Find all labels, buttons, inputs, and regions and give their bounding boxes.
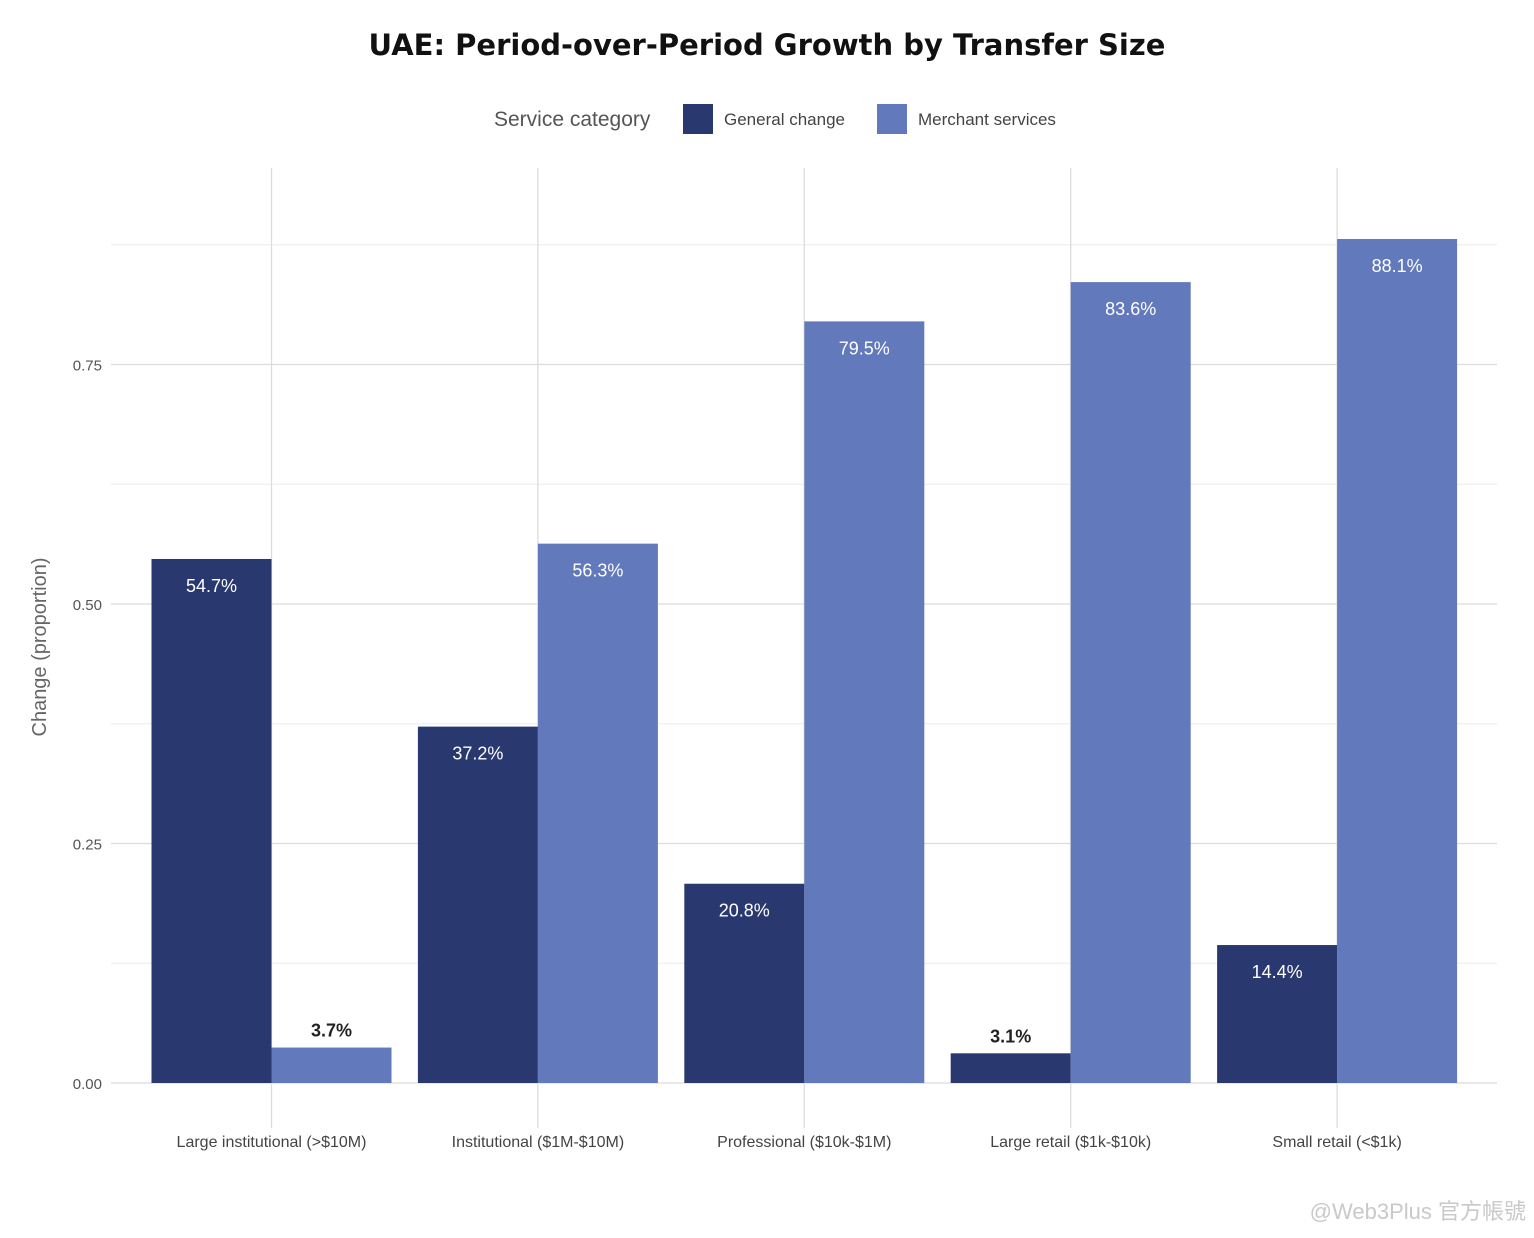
y-tick-label: 0.75 bbox=[73, 358, 102, 375]
bar-value-label: 88.1% bbox=[1372, 256, 1423, 276]
x-tick-label: Large institutional (>$10M) bbox=[177, 1134, 367, 1151]
y-tick-label: 0.00 bbox=[73, 1076, 102, 1093]
y-axis-label: Change (proportion) bbox=[29, 558, 51, 737]
bar-merchant-services bbox=[804, 321, 925, 1083]
legend-swatch-merchant-services bbox=[877, 104, 907, 134]
bar-general-change bbox=[1217, 945, 1338, 1083]
legend-label-general-change: General change bbox=[724, 110, 845, 129]
bar-merchant-services bbox=[537, 543, 658, 1083]
y-tick-label: 0.25 bbox=[73, 837, 102, 854]
bar-value-label: 3.7% bbox=[311, 1021, 352, 1041]
x-tick-label: Large retail ($1k-$10k) bbox=[990, 1134, 1151, 1151]
bar-general-change bbox=[417, 726, 538, 1083]
legend-title: Service category bbox=[494, 108, 651, 131]
bar-value-label: 37.2% bbox=[452, 744, 503, 764]
x-tick-label: Small retail (<$1k) bbox=[1272, 1134, 1401, 1151]
bar-value-label: 83.6% bbox=[1105, 299, 1156, 319]
bar-general-change bbox=[684, 883, 805, 1083]
bar-general-change bbox=[151, 558, 272, 1083]
bar-merchant-services bbox=[1337, 239, 1458, 1083]
bar-value-label: 20.8% bbox=[719, 901, 770, 921]
bar-value-label: 54.7% bbox=[186, 576, 237, 596]
bar-merchant-services bbox=[271, 1047, 392, 1083]
bar-value-label: 56.3% bbox=[572, 561, 623, 581]
x-tick-label: Institutional ($1M-$10M) bbox=[452, 1134, 625, 1151]
legend-label-merchant-services: Merchant services bbox=[918, 110, 1056, 129]
bar-value-label: 3.1% bbox=[990, 1026, 1031, 1046]
x-tick-label: Professional ($10k-$1M) bbox=[717, 1134, 891, 1151]
chart-title: UAE: Period-over-Period Growth by Transf… bbox=[368, 28, 1166, 62]
bar-merchant-services bbox=[1070, 282, 1191, 1083]
bar-value-label: 14.4% bbox=[1252, 962, 1303, 982]
watermark: @Web3Plus 官方帳號 bbox=[1309, 1199, 1526, 1224]
y-tick-label: 0.50 bbox=[73, 597, 102, 614]
legend-swatch-general-change bbox=[683, 104, 713, 134]
legend: Service category General change Merchant… bbox=[0, 104, 1534, 136]
bar-general-change bbox=[950, 1053, 1071, 1083]
bar-value-label: 79.5% bbox=[839, 338, 890, 358]
